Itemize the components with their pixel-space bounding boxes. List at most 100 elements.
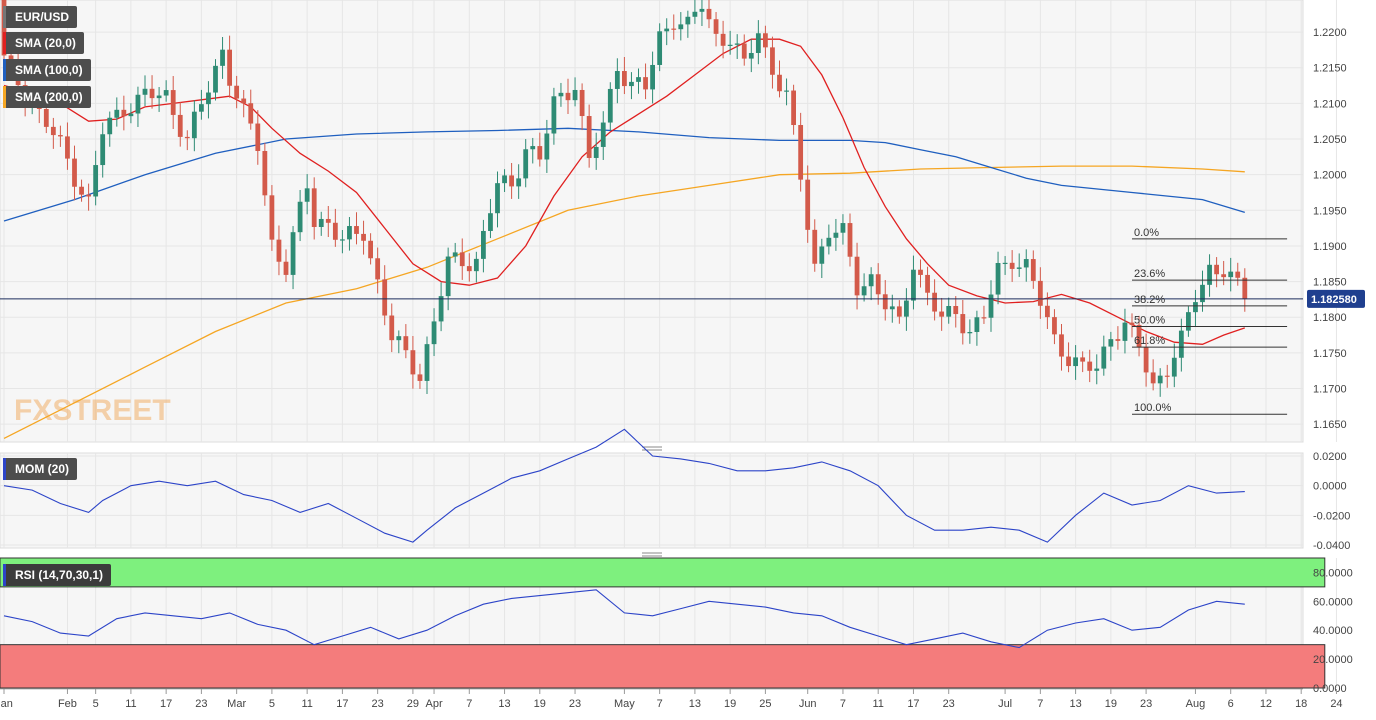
candle-up — [424, 344, 430, 381]
candle-down — [706, 8, 712, 20]
candle-up — [1122, 322, 1128, 341]
x-tick-label: Feb — [58, 698, 77, 710]
x-tick-label: 7 — [657, 698, 663, 710]
candle-down — [368, 240, 373, 259]
candle-down — [241, 98, 247, 104]
candle-down — [283, 261, 289, 275]
candle-down — [50, 126, 56, 136]
candle-down — [981, 317, 987, 319]
momentum-panel — [0, 452, 1304, 549]
candle-up — [868, 274, 874, 287]
candle-up — [657, 31, 663, 65]
candle-down — [805, 179, 811, 230]
candle-up — [1228, 271, 1234, 278]
candle-up — [1193, 302, 1198, 313]
candle-up — [530, 146, 536, 150]
price-tick-label: 1.1950 — [1313, 205, 1347, 217]
candle-down — [777, 74, 782, 92]
candle-up — [558, 92, 564, 97]
x-tick-label: 17 — [336, 698, 348, 710]
candle-down — [459, 252, 465, 267]
candle-up — [748, 52, 754, 59]
candle-up — [1094, 368, 1100, 371]
legend-sma20[interactable]: SMA (20,0) — [3, 32, 84, 54]
x-tick-label: Apr — [425, 698, 442, 710]
candle-up — [861, 286, 867, 296]
price-tick-label: 1.2050 — [1313, 134, 1347, 146]
candle-down — [509, 175, 514, 187]
candle-up — [481, 230, 486, 259]
candle-up — [128, 113, 134, 117]
candle-down — [1164, 375, 1170, 377]
candle-up — [699, 8, 705, 12]
candle-down — [1080, 357, 1086, 362]
candle-up — [1200, 284, 1205, 303]
rsi-tick-label: 60.0000 — [1313, 596, 1353, 608]
candle-up — [593, 146, 599, 158]
candle-down — [332, 222, 338, 240]
legend-sma200[interactable]: SMA (200,0) — [3, 86, 91, 108]
candle-up — [678, 24, 684, 30]
candle-down — [847, 223, 853, 257]
candle-up — [833, 232, 839, 238]
price-tick-label: 1.2100 — [1313, 98, 1347, 110]
candle-up — [206, 92, 211, 105]
candle-up — [974, 317, 980, 333]
x-tick-label: 7 — [466, 698, 472, 710]
candle-down — [1087, 361, 1093, 371]
candle-up — [431, 321, 437, 345]
candle-up — [664, 28, 670, 32]
candle-down — [1059, 334, 1064, 357]
candle-down — [671, 28, 677, 30]
momentum-tick-label: 0.0000 — [1313, 481, 1347, 493]
candle-up — [1016, 267, 1022, 269]
x-tick-label: 23 — [943, 698, 955, 710]
price-tick-label: 1.1700 — [1313, 384, 1347, 396]
x-tick-label: 13 — [1069, 698, 1081, 710]
last-price-label: 1.182580 — [1311, 294, 1357, 306]
candle-down — [276, 239, 282, 262]
x-tick-label: Jan — [0, 698, 13, 710]
candle-down — [1066, 356, 1071, 367]
x-tick-label: Mar — [227, 698, 246, 710]
candle-down — [354, 226, 359, 234]
candle-up — [347, 226, 352, 240]
x-tick-label: 19 — [724, 698, 736, 710]
candle-up — [135, 94, 141, 114]
candle-down — [1045, 305, 1050, 318]
candle-up — [819, 246, 825, 264]
candle-down — [170, 90, 176, 115]
x-tick-label: 17 — [907, 698, 919, 710]
candle-down — [882, 294, 888, 310]
candle-down — [403, 336, 409, 351]
candle-up — [911, 269, 916, 301]
candle-down — [361, 233, 366, 241]
candle-up — [988, 294, 994, 318]
x-tick-label: 11 — [125, 698, 136, 710]
candle-down — [58, 135, 63, 137]
candle-down — [770, 47, 775, 75]
fib-level-label: 50.0% — [1134, 315, 1165, 327]
candle-up — [297, 201, 303, 233]
candle-down — [1009, 262, 1015, 269]
candle-up — [452, 252, 458, 257]
legend-sma100[interactable]: SMA (100,0) — [3, 59, 91, 81]
candle-up — [1023, 259, 1029, 268]
price-tick-label: 1.2150 — [1313, 63, 1347, 75]
candle-up — [995, 263, 1001, 295]
price-tick-label: 1.1750 — [1313, 348, 1347, 360]
candle-down — [375, 258, 381, 280]
rsi-tick-label: 0.0000 — [1313, 683, 1347, 695]
candle-down — [579, 89, 585, 117]
candle-down — [622, 71, 627, 87]
x-tick-label: 11 — [872, 698, 883, 710]
candle-down — [932, 292, 937, 312]
candle-up — [516, 178, 522, 187]
legend-rsi[interactable]: RSI (14,70,30,1) — [3, 564, 112, 586]
candle-down — [382, 279, 388, 316]
candle-up — [438, 296, 444, 322]
legend-momentum[interactable]: MOM (20) — [3, 458, 77, 480]
candle-up — [967, 332, 973, 334]
candle-up — [551, 96, 557, 134]
momentum-tick-label: -0.0400 — [1313, 540, 1350, 552]
